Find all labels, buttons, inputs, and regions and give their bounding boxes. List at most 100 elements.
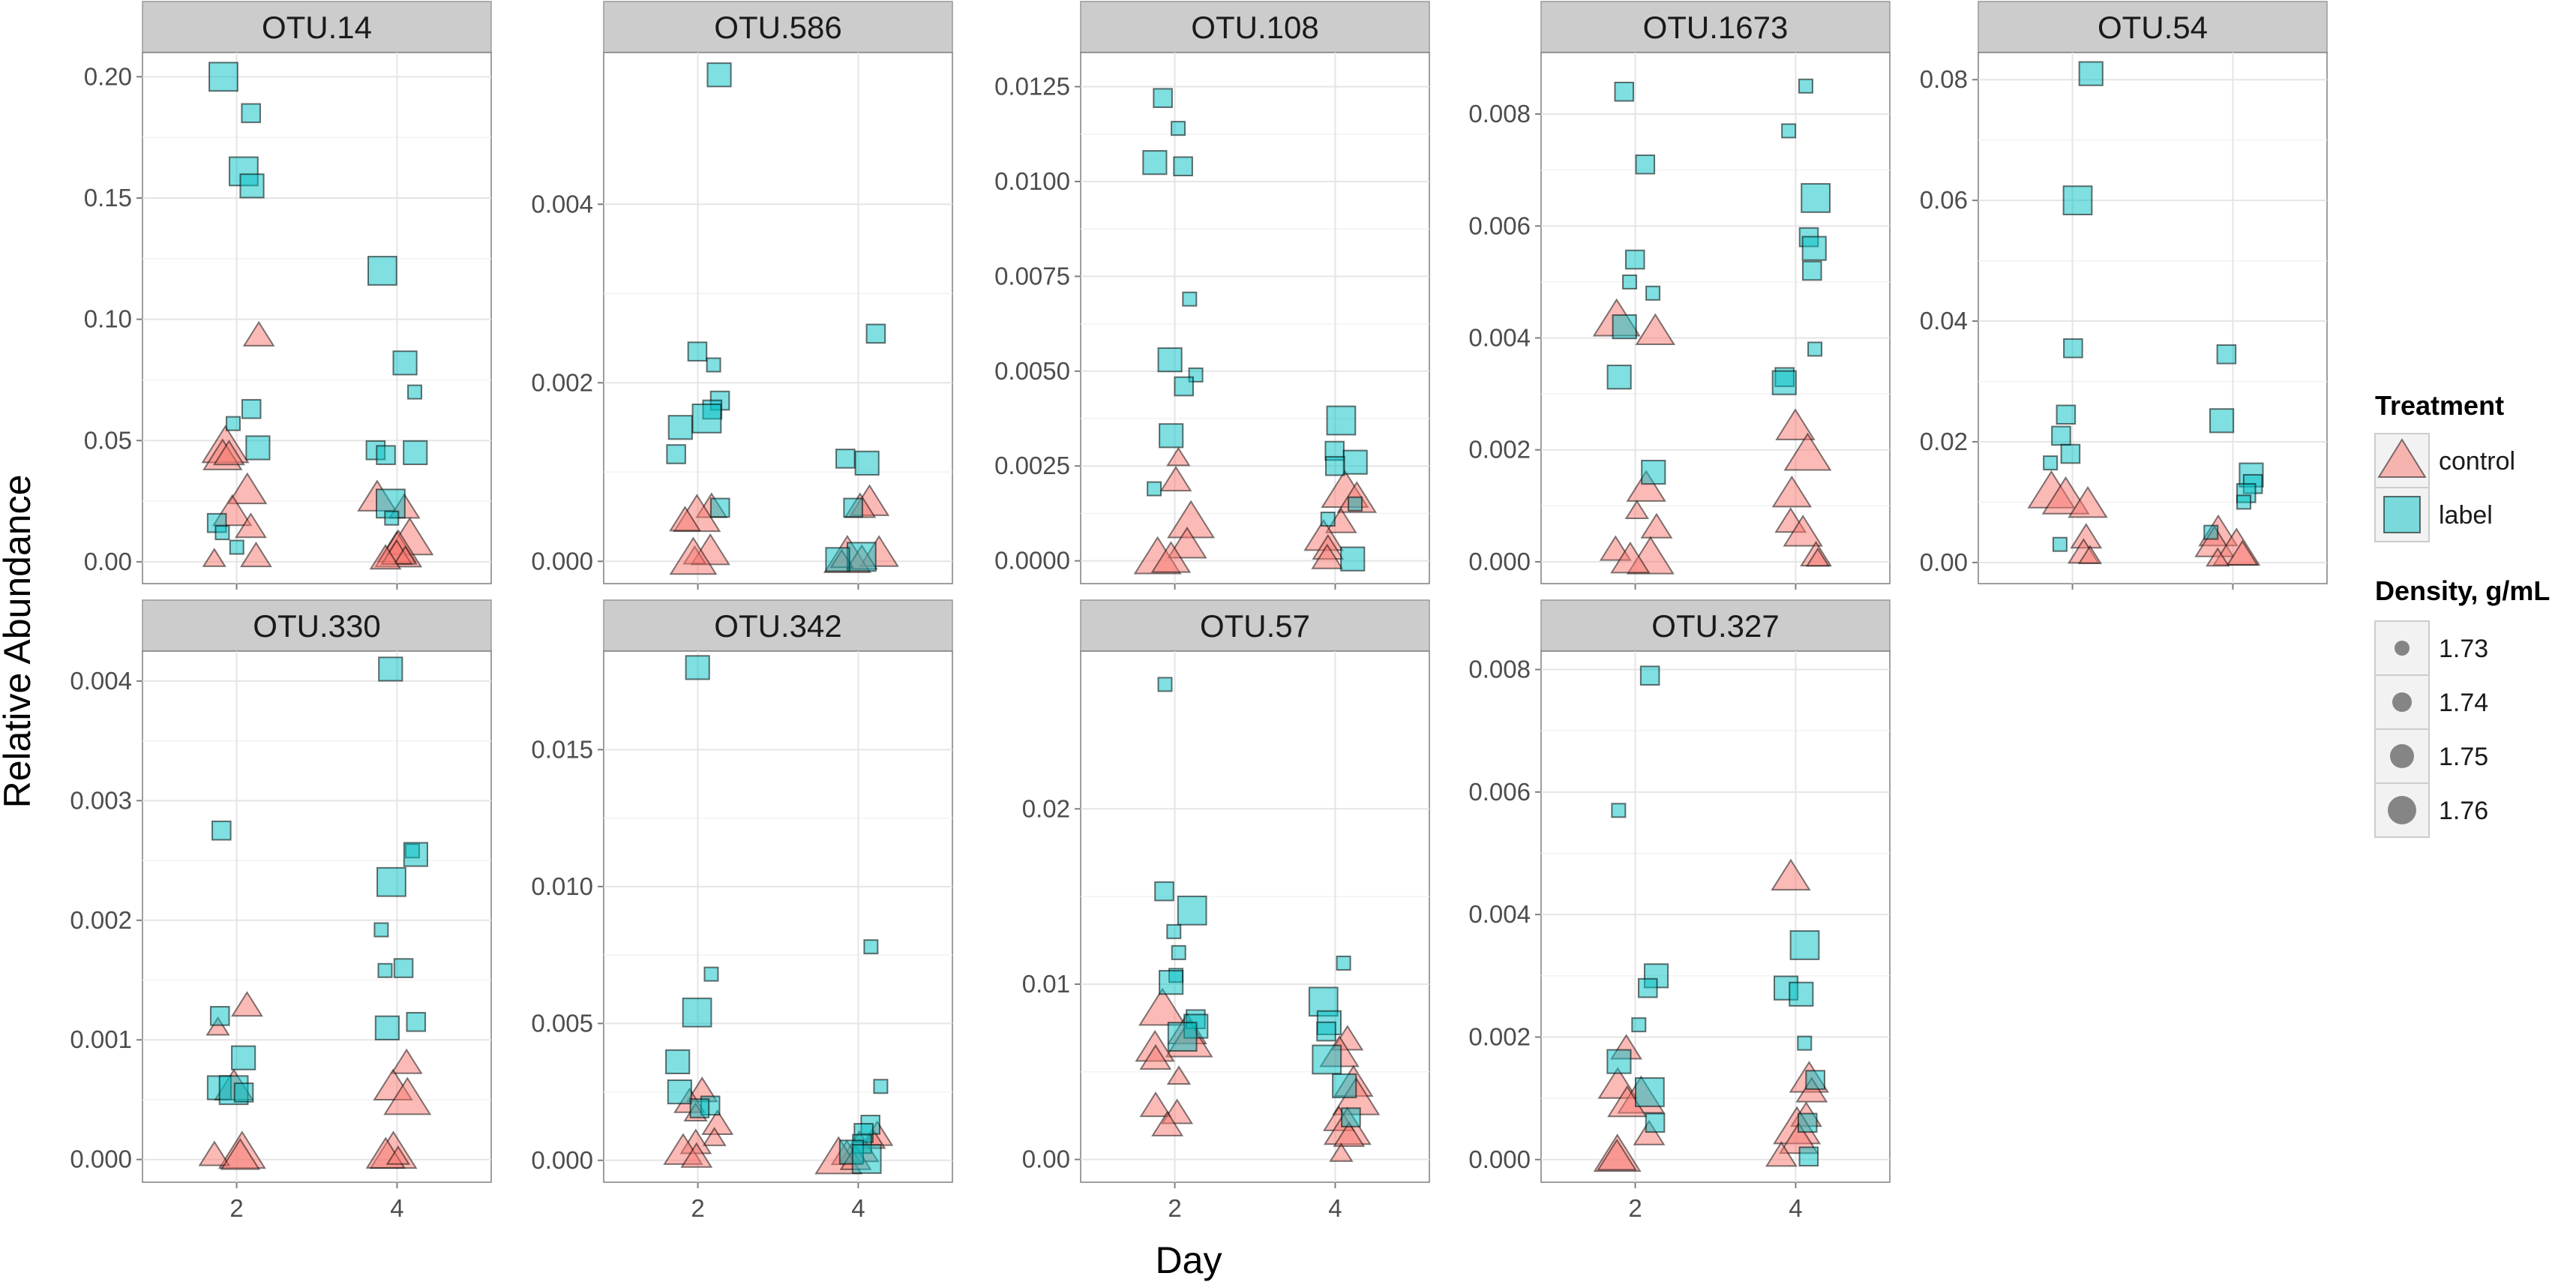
label-point: [665, 1049, 691, 1075]
legend-density-label: 1.73: [2439, 635, 2488, 663]
y-tick-label: 0.015: [531, 735, 593, 763]
control-point: [230, 991, 263, 1017]
y-tick-label: 0.0050: [994, 357, 1070, 385]
label-point: [1316, 1021, 1336, 1042]
label-point: [208, 62, 238, 92]
legend-treatment-label: control: [2439, 447, 2515, 476]
control-point: [1329, 1142, 1354, 1162]
facet-panel: OTU.330 0.000 0.001 0.002 0.003 0.004 2 4: [70, 599, 492, 1222]
label-point: [2078, 61, 2104, 86]
control-point: [1166, 1065, 1192, 1085]
label-point: [2236, 494, 2252, 510]
label-point: [406, 384, 422, 400]
control-point: [390, 1048, 423, 1074]
plot-area: [142, 650, 492, 1183]
y-tick-label: 0.01: [1022, 970, 1070, 998]
label-point: [1805, 1070, 1825, 1090]
label-point: [1154, 881, 1174, 902]
label-point: [1153, 88, 1173, 108]
control-point: [1139, 1043, 1172, 1070]
x-tick-label: 2: [691, 1194, 704, 1222]
label-point: [1781, 123, 1797, 139]
label-point: [378, 656, 403, 682]
label-point: [1797, 1112, 1818, 1133]
y-tick-label: 0.004: [1468, 900, 1531, 928]
facet-strip-title: OTU.54: [2098, 10, 2208, 45]
label-point: [666, 444, 686, 464]
y-tick-label: 0.20: [84, 62, 132, 90]
y-axis-title: Relative Abundance: [0, 475, 38, 809]
y-tick-label: 0.002: [1468, 1022, 1531, 1050]
facet-panel: OTU.586 0.000 0.002 0.004: [531, 1, 953, 590]
label-point: [1789, 930, 1820, 960]
label-point: [1622, 274, 1638, 290]
label-point: [403, 440, 428, 466]
x-tick-label: 2: [1628, 1194, 1642, 1222]
density-legend-title: Density, g/mL: [2375, 575, 2550, 606]
facet-strip-title: OTU.586: [714, 10, 841, 45]
label-point: [2052, 536, 2068, 552]
label-point: [667, 1079, 692, 1105]
y-tick-label: 0.005: [531, 1009, 593, 1037]
label-point: [1324, 455, 1345, 476]
y-tick-label: 0.00: [84, 548, 132, 575]
y-tick-label: 0.006: [1468, 212, 1531, 239]
legend-treatment-label: label: [2439, 501, 2493, 530]
label-point: [1159, 970, 1184, 995]
label-point: [1341, 1107, 1361, 1127]
control-point: [1783, 515, 1823, 547]
facet-strip: [1080, 599, 1430, 652]
legend-key: [2374, 620, 2430, 676]
control-point: [385, 1145, 411, 1165]
control-point: [1166, 446, 1191, 467]
plot-area: [142, 52, 492, 584]
facet-strip-title: OTU.342: [714, 608, 841, 644]
control-point: [234, 512, 267, 539]
label-point: [225, 416, 241, 431]
label-point: [682, 997, 712, 1028]
label-point: [1157, 347, 1183, 373]
label-point: [851, 1144, 882, 1174]
label-point: [1639, 665, 1660, 686]
facet-strip: [1080, 1, 1430, 53]
control-point: [1771, 858, 1811, 891]
y-tick-label: 0.002: [70, 906, 132, 934]
facet-panel: OTU.342 0.000 0.005 0.010 0.015 2 4: [531, 599, 953, 1222]
label-point: [843, 497, 863, 518]
y-tick-label: 0.06: [1920, 186, 1968, 214]
label-point: [403, 842, 428, 867]
y-tick-label: 0.004: [1468, 323, 1531, 351]
label-point: [1320, 512, 1336, 527]
label-point: [1635, 154, 1656, 175]
label-point: [1174, 376, 1194, 397]
control-point: [198, 1140, 231, 1166]
label-point: [377, 962, 393, 978]
control-point: [1805, 547, 1831, 567]
label-point: [1801, 236, 1827, 261]
control-point: [1633, 1119, 1666, 1145]
control-point: [669, 506, 702, 532]
y-tick-label: 0.000: [531, 1146, 593, 1174]
y-tick-label: 0.0000: [994, 547, 1070, 575]
label-point: [689, 1098, 710, 1118]
label-point: [687, 341, 708, 362]
legend-density-circle: [2395, 641, 2410, 656]
label-point: [2203, 524, 2219, 540]
label-point: [1147, 481, 1162, 497]
label-point: [1142, 150, 1168, 176]
y-tick-label: 0.15: [84, 184, 132, 212]
y-tick-label: 0.002: [531, 368, 593, 396]
x-axis-title: Day: [1156, 1239, 1222, 1281]
y-tick-label: 0.003: [70, 786, 132, 814]
label-point: [854, 450, 880, 476]
label-point: [1645, 285, 1661, 301]
y-tick-label: 0.008: [1468, 100, 1531, 128]
control-point: [1624, 500, 1650, 519]
label-point: [376, 866, 406, 897]
control-point: [212, 440, 245, 466]
facet-panel: OTU.1673 0.000 0.002 0.004 0.006 0.008: [1468, 1, 1891, 590]
facet-panel: OTU.327 0.000 0.002 0.004 0.006 0.008 2 4: [1468, 599, 1891, 1222]
label-point: [1606, 1049, 1632, 1074]
legend: Treatment control label Density, g/mL 1.73 1.…: [2374, 390, 2550, 838]
treatment-legend-title: Treatment: [2375, 390, 2504, 421]
